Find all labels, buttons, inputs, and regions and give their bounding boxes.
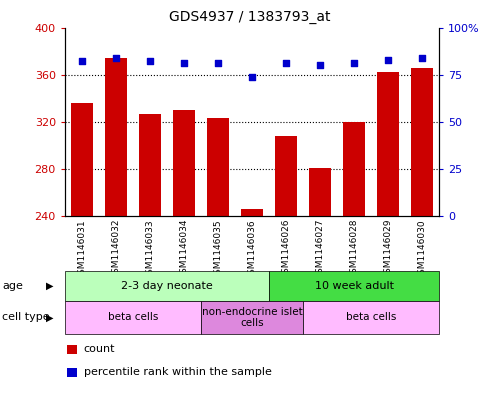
Bar <box>275 136 297 216</box>
Bar <box>139 114 161 216</box>
Text: 2-3 day neonate: 2-3 day neonate <box>121 281 213 291</box>
Text: cell type: cell type <box>2 312 50 322</box>
Point <box>384 57 392 63</box>
Text: ▶: ▶ <box>46 281 54 291</box>
Bar <box>343 122 365 216</box>
Text: beta cells: beta cells <box>108 312 158 322</box>
Text: age: age <box>2 281 23 291</box>
Bar <box>65 301 201 334</box>
Text: count: count <box>84 345 115 354</box>
Text: GDS4937 / 1383793_at: GDS4937 / 1383793_at <box>169 10 330 24</box>
Bar <box>241 209 263 216</box>
Point <box>316 62 324 68</box>
Text: beta cells: beta cells <box>346 312 396 322</box>
Point <box>248 73 256 80</box>
Bar <box>173 110 195 216</box>
Bar <box>67 345 77 354</box>
Text: ▶: ▶ <box>46 312 54 322</box>
Bar <box>105 58 127 216</box>
Point <box>112 55 120 61</box>
Point <box>146 58 154 64</box>
Bar <box>201 301 303 334</box>
Point <box>350 60 358 66</box>
Point <box>418 55 426 61</box>
Bar <box>269 271 439 301</box>
Bar <box>65 271 269 301</box>
Text: non-endocrine islet
cells: non-endocrine islet cells <box>202 307 302 328</box>
Bar <box>303 301 439 334</box>
Text: 10 week adult: 10 week adult <box>314 281 394 291</box>
Text: percentile rank within the sample: percentile rank within the sample <box>84 367 271 377</box>
Point <box>78 58 86 64</box>
Bar <box>377 72 399 216</box>
Point <box>180 60 188 66</box>
Bar <box>71 103 93 216</box>
Bar <box>207 118 229 216</box>
Bar <box>411 68 433 216</box>
Point <box>214 60 222 66</box>
Point <box>282 60 290 66</box>
Bar <box>67 368 77 377</box>
Bar <box>309 168 331 216</box>
